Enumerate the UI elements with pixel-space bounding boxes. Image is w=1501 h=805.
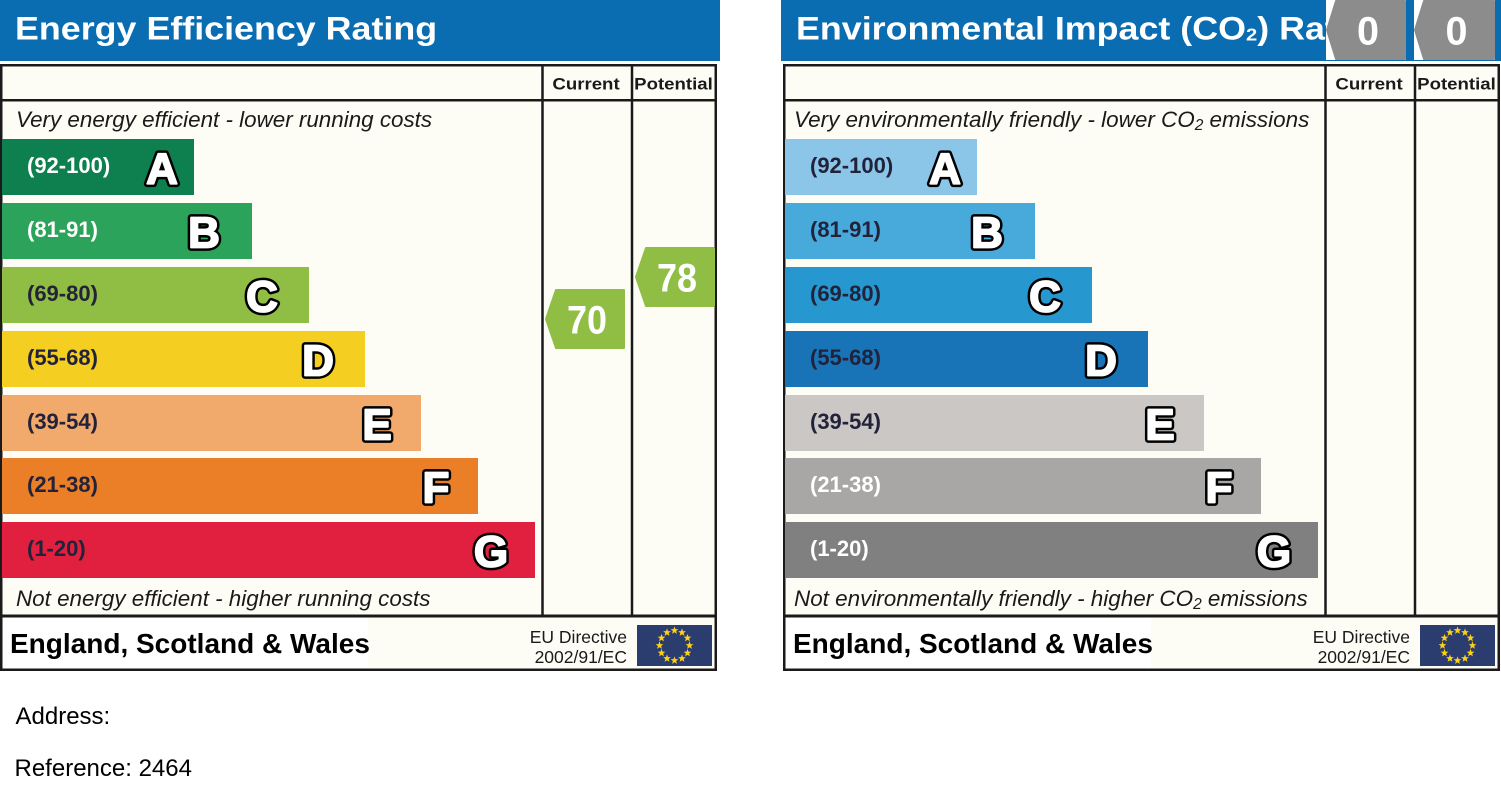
svg-text:Energy Efficiency Rating: Energy Efficiency Rating bbox=[15, 11, 437, 47]
svg-text:F: F bbox=[423, 463, 450, 512]
svg-text:Not energy efficient - higher: Not energy efficient - higher running co… bbox=[16, 586, 430, 611]
svg-text:E: E bbox=[362, 400, 391, 449]
svg-text:E: E bbox=[1145, 400, 1174, 449]
svg-text:(81-91): (81-91) bbox=[810, 217, 881, 242]
svg-text:(69-80): (69-80) bbox=[810, 281, 881, 306]
svg-text:A: A bbox=[146, 144, 178, 193]
svg-text:D: D bbox=[1085, 336, 1117, 385]
svg-text:(81-91): (81-91) bbox=[27, 217, 98, 242]
svg-text:England, Scotland & Wales: England, Scotland & Wales bbox=[793, 628, 1153, 659]
svg-text:E: E bbox=[1145, 400, 1174, 449]
svg-text:(69-80): (69-80) bbox=[27, 281, 98, 306]
svg-text:(39-54): (39-54) bbox=[810, 409, 881, 434]
svg-text:70: 70 bbox=[567, 299, 607, 343]
svg-text:F: F bbox=[1206, 463, 1233, 512]
svg-text:Reference: 2464: Reference: 2464 bbox=[15, 755, 192, 782]
svg-text:2002/91/EC: 2002/91/EC bbox=[535, 647, 627, 667]
svg-text:England, Scotland & Wales: England, Scotland & Wales bbox=[10, 628, 370, 659]
svg-text:(1-20): (1-20) bbox=[810, 536, 869, 561]
svg-text:(55-68): (55-68) bbox=[27, 345, 98, 370]
svg-text:(39-54): (39-54) bbox=[27, 409, 98, 434]
svg-text:E: E bbox=[362, 400, 391, 449]
svg-text:C: C bbox=[246, 272, 278, 321]
svg-text:(21-38): (21-38) bbox=[810, 472, 881, 497]
svg-text:Potential: Potential bbox=[1417, 75, 1496, 94]
svg-text:G: G bbox=[1257, 527, 1291, 576]
svg-text:D: D bbox=[302, 336, 334, 385]
svg-text:D: D bbox=[302, 336, 334, 385]
svg-text:C: C bbox=[1029, 272, 1061, 321]
svg-text:C: C bbox=[246, 272, 278, 321]
svg-text:0: 0 bbox=[1446, 10, 1468, 54]
svg-text:EU Directive: EU Directive bbox=[530, 627, 627, 647]
svg-text:G: G bbox=[1257, 527, 1291, 576]
svg-text:Current: Current bbox=[1335, 75, 1402, 94]
svg-text:G: G bbox=[474, 527, 508, 576]
svg-text:Current: Current bbox=[552, 75, 619, 94]
svg-text:B: B bbox=[188, 208, 220, 257]
svg-text:Environmental Impact (CO2) Rat: Environmental Impact (CO2) Rating bbox=[796, 11, 1391, 47]
svg-text:Very environmentally friendly: Very environmentally friendly - lower CO… bbox=[794, 107, 1309, 134]
svg-text:Potential: Potential bbox=[634, 75, 713, 94]
svg-text:Not environmentally friendly -: Not environmentally friendly - higher CO… bbox=[794, 586, 1308, 613]
svg-text:A: A bbox=[929, 144, 961, 193]
svg-text:Address:: Address: bbox=[16, 703, 111, 730]
svg-text:F: F bbox=[423, 463, 450, 512]
svg-text:0: 0 bbox=[1357, 10, 1379, 54]
svg-text:(21-38): (21-38) bbox=[27, 472, 98, 497]
svg-text:(55-68): (55-68) bbox=[810, 345, 881, 370]
svg-text:F: F bbox=[1206, 463, 1233, 512]
svg-text:B: B bbox=[188, 208, 220, 257]
svg-text:A: A bbox=[146, 144, 178, 193]
svg-text:G: G bbox=[474, 527, 508, 576]
svg-text:B: B bbox=[971, 208, 1003, 257]
svg-text:C: C bbox=[1029, 272, 1061, 321]
svg-text:B: B bbox=[971, 208, 1003, 257]
svg-text:2002/91/EC: 2002/91/EC bbox=[1318, 647, 1410, 667]
svg-text:Very energy efficient - lower: Very energy efficient - lower running co… bbox=[16, 107, 432, 132]
svg-text:D: D bbox=[1085, 336, 1117, 385]
svg-text:A: A bbox=[929, 144, 961, 193]
svg-text:(1-20): (1-20) bbox=[27, 536, 86, 561]
svg-text:EU Directive: EU Directive bbox=[1313, 627, 1410, 647]
svg-text:78: 78 bbox=[657, 257, 697, 301]
svg-text:(92-100): (92-100) bbox=[810, 153, 893, 178]
svg-text:(92-100): (92-100) bbox=[27, 153, 110, 178]
